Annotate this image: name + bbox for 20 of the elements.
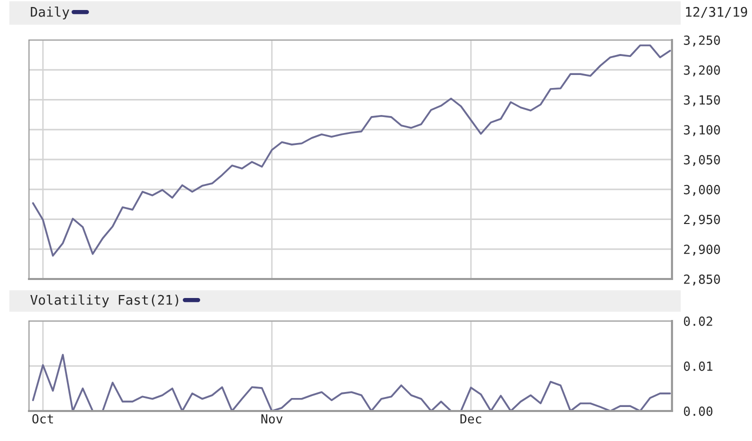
y-tick-label: 3,150: [684, 95, 720, 106]
text: Daily: [30, 6, 70, 20]
y-tick-label: 2,950: [684, 214, 720, 226]
y-tick-label: 2,850: [684, 274, 720, 286]
y-tick-label: 2,900: [684, 244, 720, 256]
text: 12/31/19: [686, 6, 748, 18]
y-tick-label: 3,050: [684, 155, 720, 166]
y-tick-label: 0.00: [684, 406, 712, 416]
y-tick-label: 3,250: [684, 36, 720, 47]
y-tick-label: 3,200: [684, 65, 720, 76]
x-tick-label: Oct: [32, 414, 53, 424]
text: Volatility Fast(21): [30, 294, 178, 308]
x-tick-label: Nov: [261, 414, 283, 424]
line-series: [32, 44, 671, 257]
y-tick-label: 0.01: [684, 362, 712, 371]
x-tick-label: Dec: [460, 414, 482, 424]
y-tick-label: 3,100: [684, 125, 720, 136]
y-tick-label: 3,000: [684, 184, 720, 196]
y-tick-label: 0.02: [684, 316, 712, 326]
line-series: [32, 354, 671, 411]
